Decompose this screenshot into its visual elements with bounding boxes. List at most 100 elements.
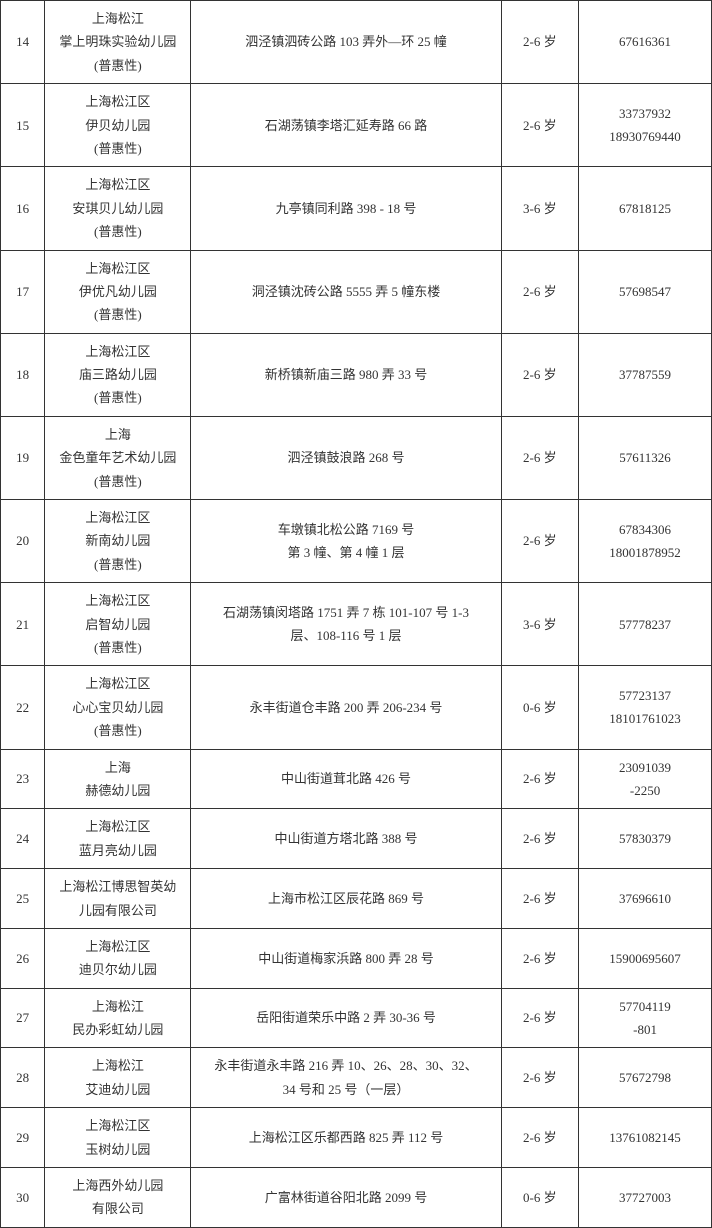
age-range: 2-6 岁	[501, 809, 579, 869]
school-address: 中山街道方塔北路 388 号	[191, 809, 501, 869]
age-range: 2-6 岁	[501, 869, 579, 929]
row-index: 29	[1, 1108, 45, 1168]
table-row: 30上海西外幼儿园 有限公司广富林街道谷阳北路 2099 号0-6 岁37727…	[1, 1168, 712, 1228]
phone-number: 67616361	[579, 1, 712, 84]
age-range: 2-6 岁	[501, 84, 579, 167]
age-range: 2-6 岁	[501, 988, 579, 1048]
school-address: 洞泾镇沈砖公路 5555 弄 5 幢东楼	[191, 250, 501, 333]
page-container: 14上海松江 掌上明珠实验幼儿园 (普惠性)泗泾镇泗砖公路 103 弄外—环 2…	[0, 0, 712, 1228]
school-name: 上海松江区 庙三路幼儿园 (普惠性)	[45, 333, 191, 416]
age-range: 0-6 岁	[501, 666, 579, 749]
school-address: 上海市松江区辰花路 869 号	[191, 869, 501, 929]
age-range: 2-6 岁	[501, 250, 579, 333]
school-name: 上海松江区 安琪贝儿幼儿园 (普惠性)	[45, 167, 191, 250]
phone-number: 37696610	[579, 869, 712, 929]
table-row: 26上海松江区 迪贝尔幼儿园中山街道梅家浜路 800 弄 28 号2-6 岁15…	[1, 928, 712, 988]
school-address: 新桥镇新庙三路 980 弄 33 号	[191, 333, 501, 416]
school-address: 石湖荡镇李塔汇延寿路 66 路	[191, 84, 501, 167]
school-address: 广富林街道谷阳北路 2099 号	[191, 1168, 501, 1228]
table-row: 23上海 赫德幼儿园中山街道茸北路 426 号2-6 岁23091039 -22…	[1, 749, 712, 809]
school-address: 永丰街道永丰路 216 弄 10、26、28、30、32、 34 号和 25 号…	[191, 1048, 501, 1108]
row-index: 16	[1, 167, 45, 250]
age-range: 2-6 岁	[501, 928, 579, 988]
row-index: 15	[1, 84, 45, 167]
table-row: 24上海松江区 蓝月亮幼儿园中山街道方塔北路 388 号2-6 岁5783037…	[1, 809, 712, 869]
phone-number: 57778237	[579, 583, 712, 666]
row-index: 14	[1, 1, 45, 84]
phone-number: 67834306 18001878952	[579, 500, 712, 583]
age-range: 2-6 岁	[501, 749, 579, 809]
school-name: 上海松江区 伊贝幼儿园 (普惠性)	[45, 84, 191, 167]
school-address: 九亭镇同利路 398 - 18 号	[191, 167, 501, 250]
phone-number: 67818125	[579, 167, 712, 250]
school-address: 中山街道茸北路 426 号	[191, 749, 501, 809]
table-row: 22上海松江区 心心宝贝幼儿园 (普惠性)永丰街道仓丰路 200 弄 206-2…	[1, 666, 712, 749]
table-row: 20上海松江区 新南幼儿园 (普惠性)车墩镇北松公路 7169 号 第 3 幢、…	[1, 500, 712, 583]
table-row: 21上海松江区 启智幼儿园 (普惠性)石湖荡镇闵塔路 1751 弄 7 栋 10…	[1, 583, 712, 666]
row-index: 21	[1, 583, 45, 666]
age-range: 3-6 岁	[501, 167, 579, 250]
age-range: 2-6 岁	[501, 500, 579, 583]
row-index: 28	[1, 1048, 45, 1108]
school-name: 上海松江 掌上明珠实验幼儿园 (普惠性)	[45, 1, 191, 84]
age-range: 2-6 岁	[501, 1, 579, 84]
phone-number: 57704119 -801	[579, 988, 712, 1048]
school-address: 中山街道梅家浜路 800 弄 28 号	[191, 928, 501, 988]
school-address: 石湖荡镇闵塔路 1751 弄 7 栋 101-107 号 1-3 层、108-1…	[191, 583, 501, 666]
school-name: 上海 金色童年艺术幼儿园 (普惠性)	[45, 416, 191, 499]
school-name: 上海松江 艾迪幼儿园	[45, 1048, 191, 1108]
school-name: 上海松江区 伊优凡幼儿园 (普惠性)	[45, 250, 191, 333]
table-row: 18上海松江区 庙三路幼儿园 (普惠性)新桥镇新庙三路 980 弄 33 号2-…	[1, 333, 712, 416]
table-row: 19上海 金色童年艺术幼儿园 (普惠性)泗泾镇鼓浪路 268 号2-6 岁576…	[1, 416, 712, 499]
table-row: 15上海松江区 伊贝幼儿园 (普惠性)石湖荡镇李塔汇延寿路 66 路2-6 岁3…	[1, 84, 712, 167]
kindergarten-table: 14上海松江 掌上明珠实验幼儿园 (普惠性)泗泾镇泗砖公路 103 弄外—环 2…	[0, 0, 712, 1228]
school-name: 上海松江区 启智幼儿园 (普惠性)	[45, 583, 191, 666]
school-name: 上海 赫德幼儿园	[45, 749, 191, 809]
row-index: 24	[1, 809, 45, 869]
row-index: 30	[1, 1168, 45, 1228]
row-index: 22	[1, 666, 45, 749]
row-index: 20	[1, 500, 45, 583]
school-address: 上海松江区乐都西路 825 弄 112 号	[191, 1108, 501, 1168]
row-index: 26	[1, 928, 45, 988]
phone-number: 23091039 -2250	[579, 749, 712, 809]
row-index: 19	[1, 416, 45, 499]
phone-number: 57830379	[579, 809, 712, 869]
phone-number: 37727003	[579, 1168, 712, 1228]
row-index: 27	[1, 988, 45, 1048]
row-index: 17	[1, 250, 45, 333]
table-row: 29上海松江区 玉树幼儿园上海松江区乐都西路 825 弄 112 号2-6 岁1…	[1, 1108, 712, 1168]
school-name: 上海松江博思智英幼 儿园有限公司	[45, 869, 191, 929]
age-range: 2-6 岁	[501, 416, 579, 499]
school-address: 永丰街道仓丰路 200 弄 206-234 号	[191, 666, 501, 749]
age-range: 2-6 岁	[501, 333, 579, 416]
table-row: 25上海松江博思智英幼 儿园有限公司上海市松江区辰花路 869 号2-6 岁37…	[1, 869, 712, 929]
table-row: 16上海松江区 安琪贝儿幼儿园 (普惠性)九亭镇同利路 398 - 18 号3-…	[1, 167, 712, 250]
school-address: 车墩镇北松公路 7169 号 第 3 幢、第 4 幢 1 层	[191, 500, 501, 583]
school-name: 上海西外幼儿园 有限公司	[45, 1168, 191, 1228]
phone-number: 57698547	[579, 250, 712, 333]
age-range: 2-6 岁	[501, 1108, 579, 1168]
table-row: 28上海松江 艾迪幼儿园永丰街道永丰路 216 弄 10、26、28、30、32…	[1, 1048, 712, 1108]
row-index: 23	[1, 749, 45, 809]
phone-number: 13761082145	[579, 1108, 712, 1168]
table-body: 14上海松江 掌上明珠实验幼儿园 (普惠性)泗泾镇泗砖公路 103 弄外—环 2…	[1, 1, 712, 1228]
age-range: 0-6 岁	[501, 1168, 579, 1228]
school-address: 泗泾镇泗砖公路 103 弄外—环 25 幢	[191, 1, 501, 84]
school-name: 上海松江区 新南幼儿园 (普惠性)	[45, 500, 191, 583]
phone-number: 33737932 18930769440	[579, 84, 712, 167]
school-name: 上海松江区 蓝月亮幼儿园	[45, 809, 191, 869]
school-name: 上海松江 民办彩虹幼儿园	[45, 988, 191, 1048]
table-row: 17上海松江区 伊优凡幼儿园 (普惠性)洞泾镇沈砖公路 5555 弄 5 幢东楼…	[1, 250, 712, 333]
school-address: 岳阳街道荣乐中路 2 弄 30-36 号	[191, 988, 501, 1048]
phone-number: 57723137 18101761023	[579, 666, 712, 749]
age-range: 2-6 岁	[501, 1048, 579, 1108]
phone-number: 15900695607	[579, 928, 712, 988]
table-row: 14上海松江 掌上明珠实验幼儿园 (普惠性)泗泾镇泗砖公路 103 弄外—环 2…	[1, 1, 712, 84]
school-name: 上海松江区 玉树幼儿园	[45, 1108, 191, 1168]
age-range: 3-6 岁	[501, 583, 579, 666]
phone-number: 57672798	[579, 1048, 712, 1108]
school-name: 上海松江区 心心宝贝幼儿园 (普惠性)	[45, 666, 191, 749]
school-address: 泗泾镇鼓浪路 268 号	[191, 416, 501, 499]
row-index: 25	[1, 869, 45, 929]
